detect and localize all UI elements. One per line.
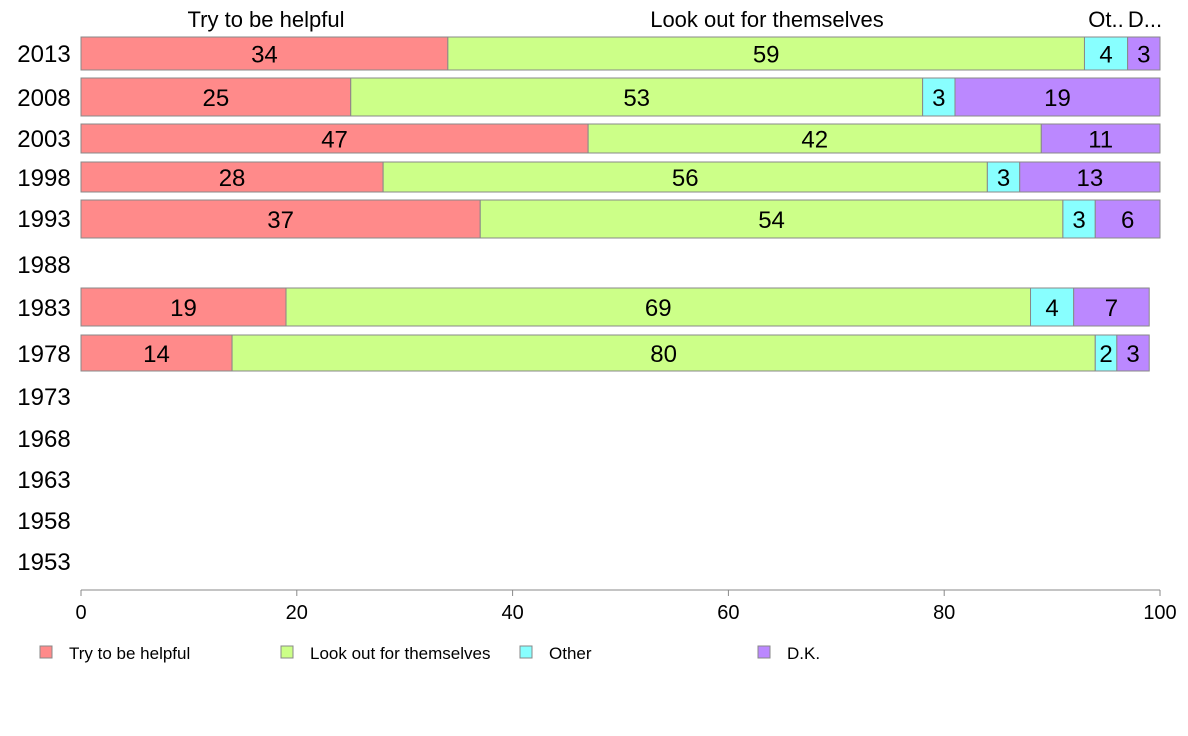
legend-label-s0: Try to be helpful	[69, 644, 190, 663]
value-label-1978-s0: 14	[143, 341, 170, 368]
y-label-1988: 1988	[17, 252, 70, 279]
x-tick-label-20: 20	[286, 602, 308, 624]
bar-1993-s0	[80, 199, 481, 239]
bar-1983-s0	[80, 287, 287, 327]
bar-2003-s3	[1040, 123, 1161, 154]
value-label-2013-s3: 3	[1137, 42, 1150, 69]
value-label-1983-s2: 4	[1045, 295, 1058, 322]
value-label-1993-s0: 37	[267, 207, 294, 234]
bar-2003-s1	[587, 123, 1042, 154]
bar-2003-s0	[80, 123, 589, 154]
value-label-1998-s2: 3	[997, 165, 1010, 192]
y-label-1958: 1958	[17, 508, 70, 535]
value-label-1998-s0: 28	[219, 165, 246, 192]
value-label-2013-s1: 59	[753, 42, 780, 69]
bar-1998-s2	[986, 161, 1021, 193]
legend-swatch-s2	[519, 645, 533, 659]
bar-1983-s2	[1030, 287, 1075, 327]
y-label-1953: 1953	[17, 549, 70, 576]
y-label-1963: 1963	[17, 467, 70, 494]
bar-1993-s3	[1094, 199, 1161, 239]
bar-2013-s3	[1127, 36, 1161, 71]
legend-label-s1: Look out for themselves	[310, 644, 490, 663]
value-label-2008-s2: 3	[932, 85, 945, 112]
header-helpful: Try to be helpful	[188, 7, 345, 32]
y-label-1978: 1978	[17, 341, 70, 368]
legend-swatch-s1	[280, 645, 294, 659]
value-label-1978-s2: 2	[1099, 341, 1112, 368]
value-label-1993-s1: 54	[758, 207, 785, 234]
value-label-1983-s0: 19	[170, 295, 197, 322]
bar-2013-s0	[80, 36, 449, 71]
x-axis: 0 20 40 60 80 100	[75, 589, 1177, 624]
y-label-2013: 2013	[17, 41, 70, 68]
value-label-2008-s1: 53	[623, 85, 650, 112]
x-tick-label-80: 80	[933, 602, 955, 624]
header-themselves: Look out for themselves	[650, 7, 884, 32]
x-tick-label-40: 40	[501, 602, 523, 624]
header-other: Ot..	[1088, 7, 1123, 32]
y-axis-labels: 2013 2008 2003 1998 1993 1988 1983 1978 1973 1968…	[17, 41, 70, 576]
value-label-1983-s3: 7	[1105, 295, 1118, 322]
y-label-1983: 1983	[17, 295, 70, 322]
bar-1983-s1	[285, 287, 1032, 327]
legend-label-s3: D.K.	[787, 644, 820, 663]
y-label-2008: 2008	[17, 85, 70, 112]
x-tick-label-0: 0	[75, 602, 86, 624]
y-label-1973: 1973	[17, 384, 70, 411]
y-label-1998: 1998	[17, 165, 70, 192]
value-label-2008-s3: 19	[1044, 85, 1071, 112]
value-label-1978-s1: 80	[650, 341, 677, 368]
y-label-2003: 2003	[17, 126, 70, 153]
bar-1993-s1	[479, 199, 1064, 239]
bar-1993-s2	[1062, 199, 1096, 239]
legend-swatch-s3	[757, 645, 771, 659]
value-label-1993-s3: 6	[1121, 207, 1134, 234]
y-label-1968: 1968	[17, 426, 70, 453]
value-label-2013-s2: 4	[1099, 42, 1112, 69]
bar-2008-s1	[350, 77, 924, 117]
x-tick-label-60: 60	[717, 602, 739, 624]
bar-2008-s0	[80, 77, 352, 117]
value-label-1993-s2: 3	[1072, 207, 1085, 234]
bar-2013-s2	[1083, 36, 1129, 71]
value-label-1978-s3: 3	[1126, 341, 1139, 368]
bar-2008-s2	[922, 77, 956, 117]
value-label-2008-s0: 25	[203, 85, 230, 112]
bar-1998-s0	[80, 161, 384, 193]
bar-1978-s1	[231, 334, 1096, 372]
bar-1978-s3	[1116, 334, 1150, 372]
value-label-2003-s0: 47	[321, 127, 348, 154]
value-label-2003-s1: 42	[801, 127, 828, 154]
legend: Try to be helpful Look out for themselves…	[39, 644, 820, 663]
value-label-1998-s1: 56	[672, 165, 699, 192]
legend-label-s2: Other	[549, 644, 592, 663]
x-tick-label-100: 100	[1143, 602, 1176, 624]
header-dk: D...	[1128, 7, 1162, 32]
value-label-2013-s0: 34	[251, 42, 278, 69]
bar-1998-s1	[382, 161, 988, 193]
column-headers: Try to be helpful Look out for themselve…	[188, 7, 1163, 32]
y-label-1993: 1993	[17, 206, 70, 233]
bar-2008-s3	[954, 77, 1161, 117]
bar-1998-s3	[1019, 161, 1161, 193]
value-label-1983-s1: 69	[645, 295, 672, 322]
value-label-2003-s3: 11	[1088, 127, 1113, 154]
bar-2013-s1	[447, 36, 1085, 71]
legend-swatch-s0	[39, 645, 53, 659]
bar-1983-s3	[1073, 287, 1150, 327]
value-label-1998-s3: 13	[1077, 165, 1104, 192]
